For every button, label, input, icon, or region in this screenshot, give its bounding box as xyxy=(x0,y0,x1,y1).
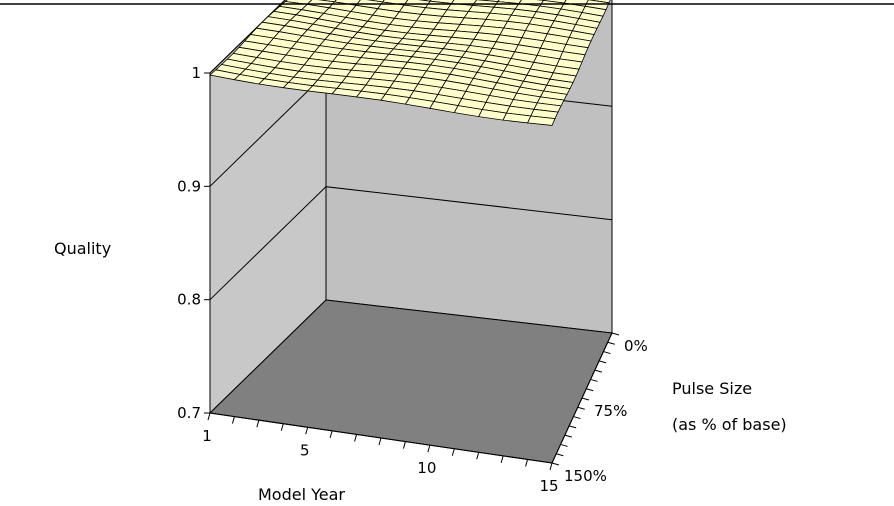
x-tick xyxy=(501,456,503,463)
x-tick xyxy=(257,420,259,427)
y-tick xyxy=(556,454,563,456)
x-tick xyxy=(452,449,454,456)
y-tick xyxy=(591,379,598,381)
y-tick xyxy=(582,398,589,400)
y-tick xyxy=(578,407,585,409)
y-tick xyxy=(552,463,559,465)
y-tick xyxy=(586,389,593,391)
z-tick-label: 1 xyxy=(191,64,201,82)
x-tick xyxy=(306,427,308,434)
y-tick xyxy=(599,361,606,363)
z-axis-title: Quality xyxy=(54,239,111,258)
y-tick-label: 0% xyxy=(624,337,648,355)
x-tick xyxy=(232,417,234,424)
y-tick-label: 150% xyxy=(564,467,607,485)
y-tick xyxy=(608,342,615,344)
x-tick xyxy=(428,445,430,452)
x-tick xyxy=(281,424,283,431)
y-tick xyxy=(561,444,568,446)
x-tick xyxy=(330,431,332,438)
z-tick-label: 0.8 xyxy=(177,291,201,309)
y-tick xyxy=(569,426,576,428)
x-tick xyxy=(208,413,210,420)
y-tick xyxy=(565,435,572,437)
x-tick-label: 1 xyxy=(202,427,212,445)
x-tick xyxy=(526,459,528,466)
x-tick xyxy=(355,434,357,441)
x-tick-label: 5 xyxy=(300,441,310,459)
x-tick-label: 10 xyxy=(417,459,436,477)
y-tick xyxy=(612,333,619,335)
x-tick-label: 15 xyxy=(539,477,558,495)
y-tick xyxy=(573,417,580,419)
x-tick xyxy=(550,463,552,470)
z-tick-label: 0.7 xyxy=(177,404,201,422)
y-axis-title-line2: (as % of base) xyxy=(672,415,787,434)
z-tick-label: 0.9 xyxy=(177,177,201,195)
y-tick xyxy=(595,370,602,372)
x-axis-title: Model Year xyxy=(258,485,345,504)
x-tick xyxy=(379,438,381,445)
x-tick xyxy=(403,442,405,449)
x-tick xyxy=(477,452,479,459)
y-axis-title-line1: Pulse Size xyxy=(672,379,752,398)
y-tick-label: 75% xyxy=(594,402,627,420)
y-tick xyxy=(603,352,610,354)
